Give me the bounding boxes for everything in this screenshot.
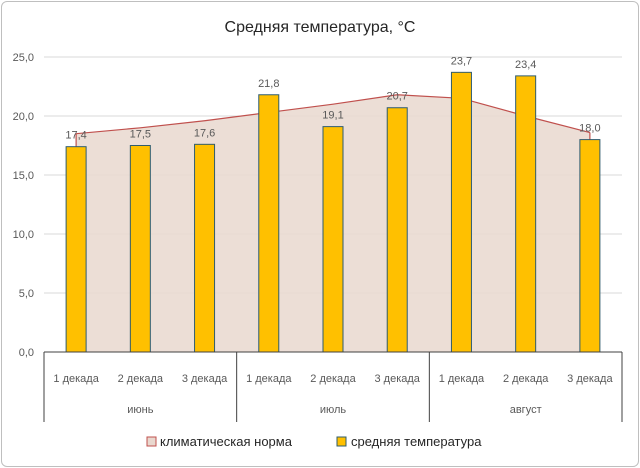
x-category-label: 3 декада bbox=[375, 373, 421, 385]
x-group-label: август bbox=[510, 404, 542, 416]
x-group-label: июнь bbox=[127, 404, 153, 416]
bar-avg-temp bbox=[65, 146, 87, 353]
data-label: 17,4 bbox=[65, 130, 86, 142]
y-tick-label: 15,0 bbox=[13, 170, 34, 182]
bar-avg-temp bbox=[515, 75, 537, 353]
bar-avg-temp bbox=[194, 143, 216, 353]
data-label: 23,4 bbox=[515, 59, 536, 71]
legend-swatch-climate-norm bbox=[146, 436, 157, 447]
x-category-label: 3 декада bbox=[567, 373, 613, 385]
data-label: 17,5 bbox=[130, 129, 151, 141]
x-category-label: 1 декада bbox=[439, 373, 485, 385]
climate-norm-line bbox=[76, 94, 591, 135]
y-tick-label: 5,0 bbox=[19, 288, 34, 300]
y-axis: 0,0 5,0 10,0 15,0 20,0 25,0 bbox=[13, 52, 34, 359]
bar-avg-temp bbox=[386, 107, 408, 353]
data-label: 19,1 bbox=[322, 110, 343, 122]
legend: климатическая норма средняя температура bbox=[146, 434, 482, 449]
data-label: 20,7 bbox=[387, 91, 408, 103]
y-tick-label: 20,0 bbox=[13, 111, 34, 123]
x-category-label: 2 декада bbox=[503, 373, 549, 385]
data-label: 23,7 bbox=[451, 55, 472, 67]
x-category-label: 1 декада bbox=[53, 373, 99, 385]
legend-label-avg-temp: средняя температура bbox=[351, 434, 482, 449]
legend-label-climate-norm: климатическая норма bbox=[160, 434, 293, 449]
data-label: 18,0 bbox=[579, 123, 600, 135]
bar-avg-temp bbox=[258, 94, 280, 353]
legend-swatch-avg-temp bbox=[336, 436, 347, 447]
bar-avg-temp bbox=[322, 126, 344, 353]
x-axis: 1 декада 2 декада 3 декада 1 декада 2 декада… bbox=[43, 351, 623, 422]
bar-avg-temp bbox=[450, 71, 472, 353]
x-category-label: 3 декада bbox=[182, 373, 228, 385]
y-tick-label: 25,0 bbox=[13, 52, 34, 64]
y-tick-label: 10,0 bbox=[13, 229, 34, 241]
x-category-label: 1 декада bbox=[246, 373, 292, 385]
bar-avg-temp bbox=[129, 145, 151, 353]
data-label: 17,6 bbox=[194, 127, 215, 139]
x-category-label: 2 декада bbox=[118, 373, 164, 385]
x-category-label: 2 декада bbox=[310, 373, 356, 385]
bar-avg-temp bbox=[579, 139, 601, 353]
y-tick-label: 0,0 bbox=[19, 347, 34, 359]
x-group-label: июль bbox=[320, 404, 347, 416]
data-labels: 17,4 17,5 17,6 21,8 19,1 20,7 23,7 23,4 18,0 bbox=[65, 55, 600, 141]
chart-title: Средняя температура, °С bbox=[225, 19, 416, 36]
data-label: 21,8 bbox=[258, 78, 279, 90]
